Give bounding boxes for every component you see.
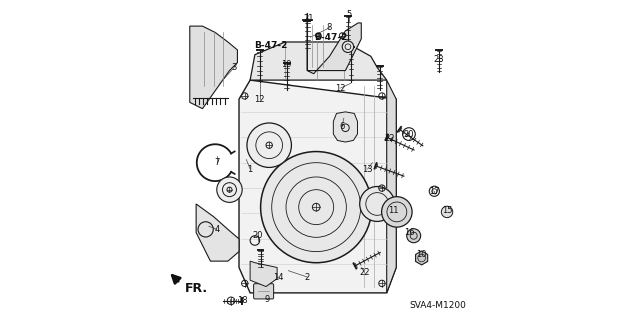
Text: 2: 2 (305, 272, 310, 281)
Text: 16: 16 (404, 228, 414, 237)
Text: 19: 19 (282, 60, 292, 69)
Text: FR.: FR. (185, 282, 208, 295)
Polygon shape (250, 261, 277, 286)
Circle shape (381, 197, 412, 227)
Circle shape (260, 152, 372, 263)
Text: B-47-2: B-47-2 (254, 41, 287, 50)
Text: 10: 10 (417, 250, 427, 259)
Text: 15: 15 (442, 206, 452, 215)
Text: 5: 5 (346, 11, 351, 19)
Circle shape (342, 41, 354, 52)
Text: 6: 6 (340, 122, 345, 131)
Polygon shape (239, 80, 396, 293)
Circle shape (406, 229, 420, 243)
Text: 11: 11 (388, 206, 398, 215)
Polygon shape (196, 204, 239, 261)
Text: 3: 3 (232, 63, 237, 72)
Text: 21: 21 (303, 14, 314, 23)
Text: 7: 7 (214, 158, 220, 167)
Text: 22: 22 (385, 134, 395, 143)
Polygon shape (415, 251, 428, 265)
Polygon shape (190, 26, 237, 109)
Polygon shape (250, 42, 387, 80)
Text: 14: 14 (273, 272, 284, 281)
Text: 20: 20 (404, 130, 414, 138)
Circle shape (217, 177, 242, 202)
Circle shape (247, 123, 291, 167)
Text: 12: 12 (335, 84, 346, 93)
Polygon shape (387, 80, 396, 293)
Text: 17: 17 (429, 187, 440, 196)
Circle shape (360, 187, 395, 221)
Text: 1: 1 (248, 165, 253, 174)
Text: 9: 9 (265, 295, 270, 304)
Text: SVA4-M1200: SVA4-M1200 (409, 301, 466, 310)
Text: B-47-2: B-47-2 (314, 33, 348, 42)
Text: 20: 20 (253, 231, 263, 240)
Text: 18: 18 (237, 296, 248, 305)
Text: 13: 13 (362, 165, 373, 174)
Text: 8: 8 (327, 23, 332, 32)
Text: 22: 22 (359, 268, 370, 277)
Polygon shape (333, 112, 358, 142)
Text: 23: 23 (434, 55, 444, 64)
Circle shape (442, 206, 452, 218)
Text: 12: 12 (255, 95, 265, 104)
Text: 4: 4 (214, 225, 220, 234)
FancyBboxPatch shape (253, 284, 274, 299)
Polygon shape (307, 13, 362, 74)
